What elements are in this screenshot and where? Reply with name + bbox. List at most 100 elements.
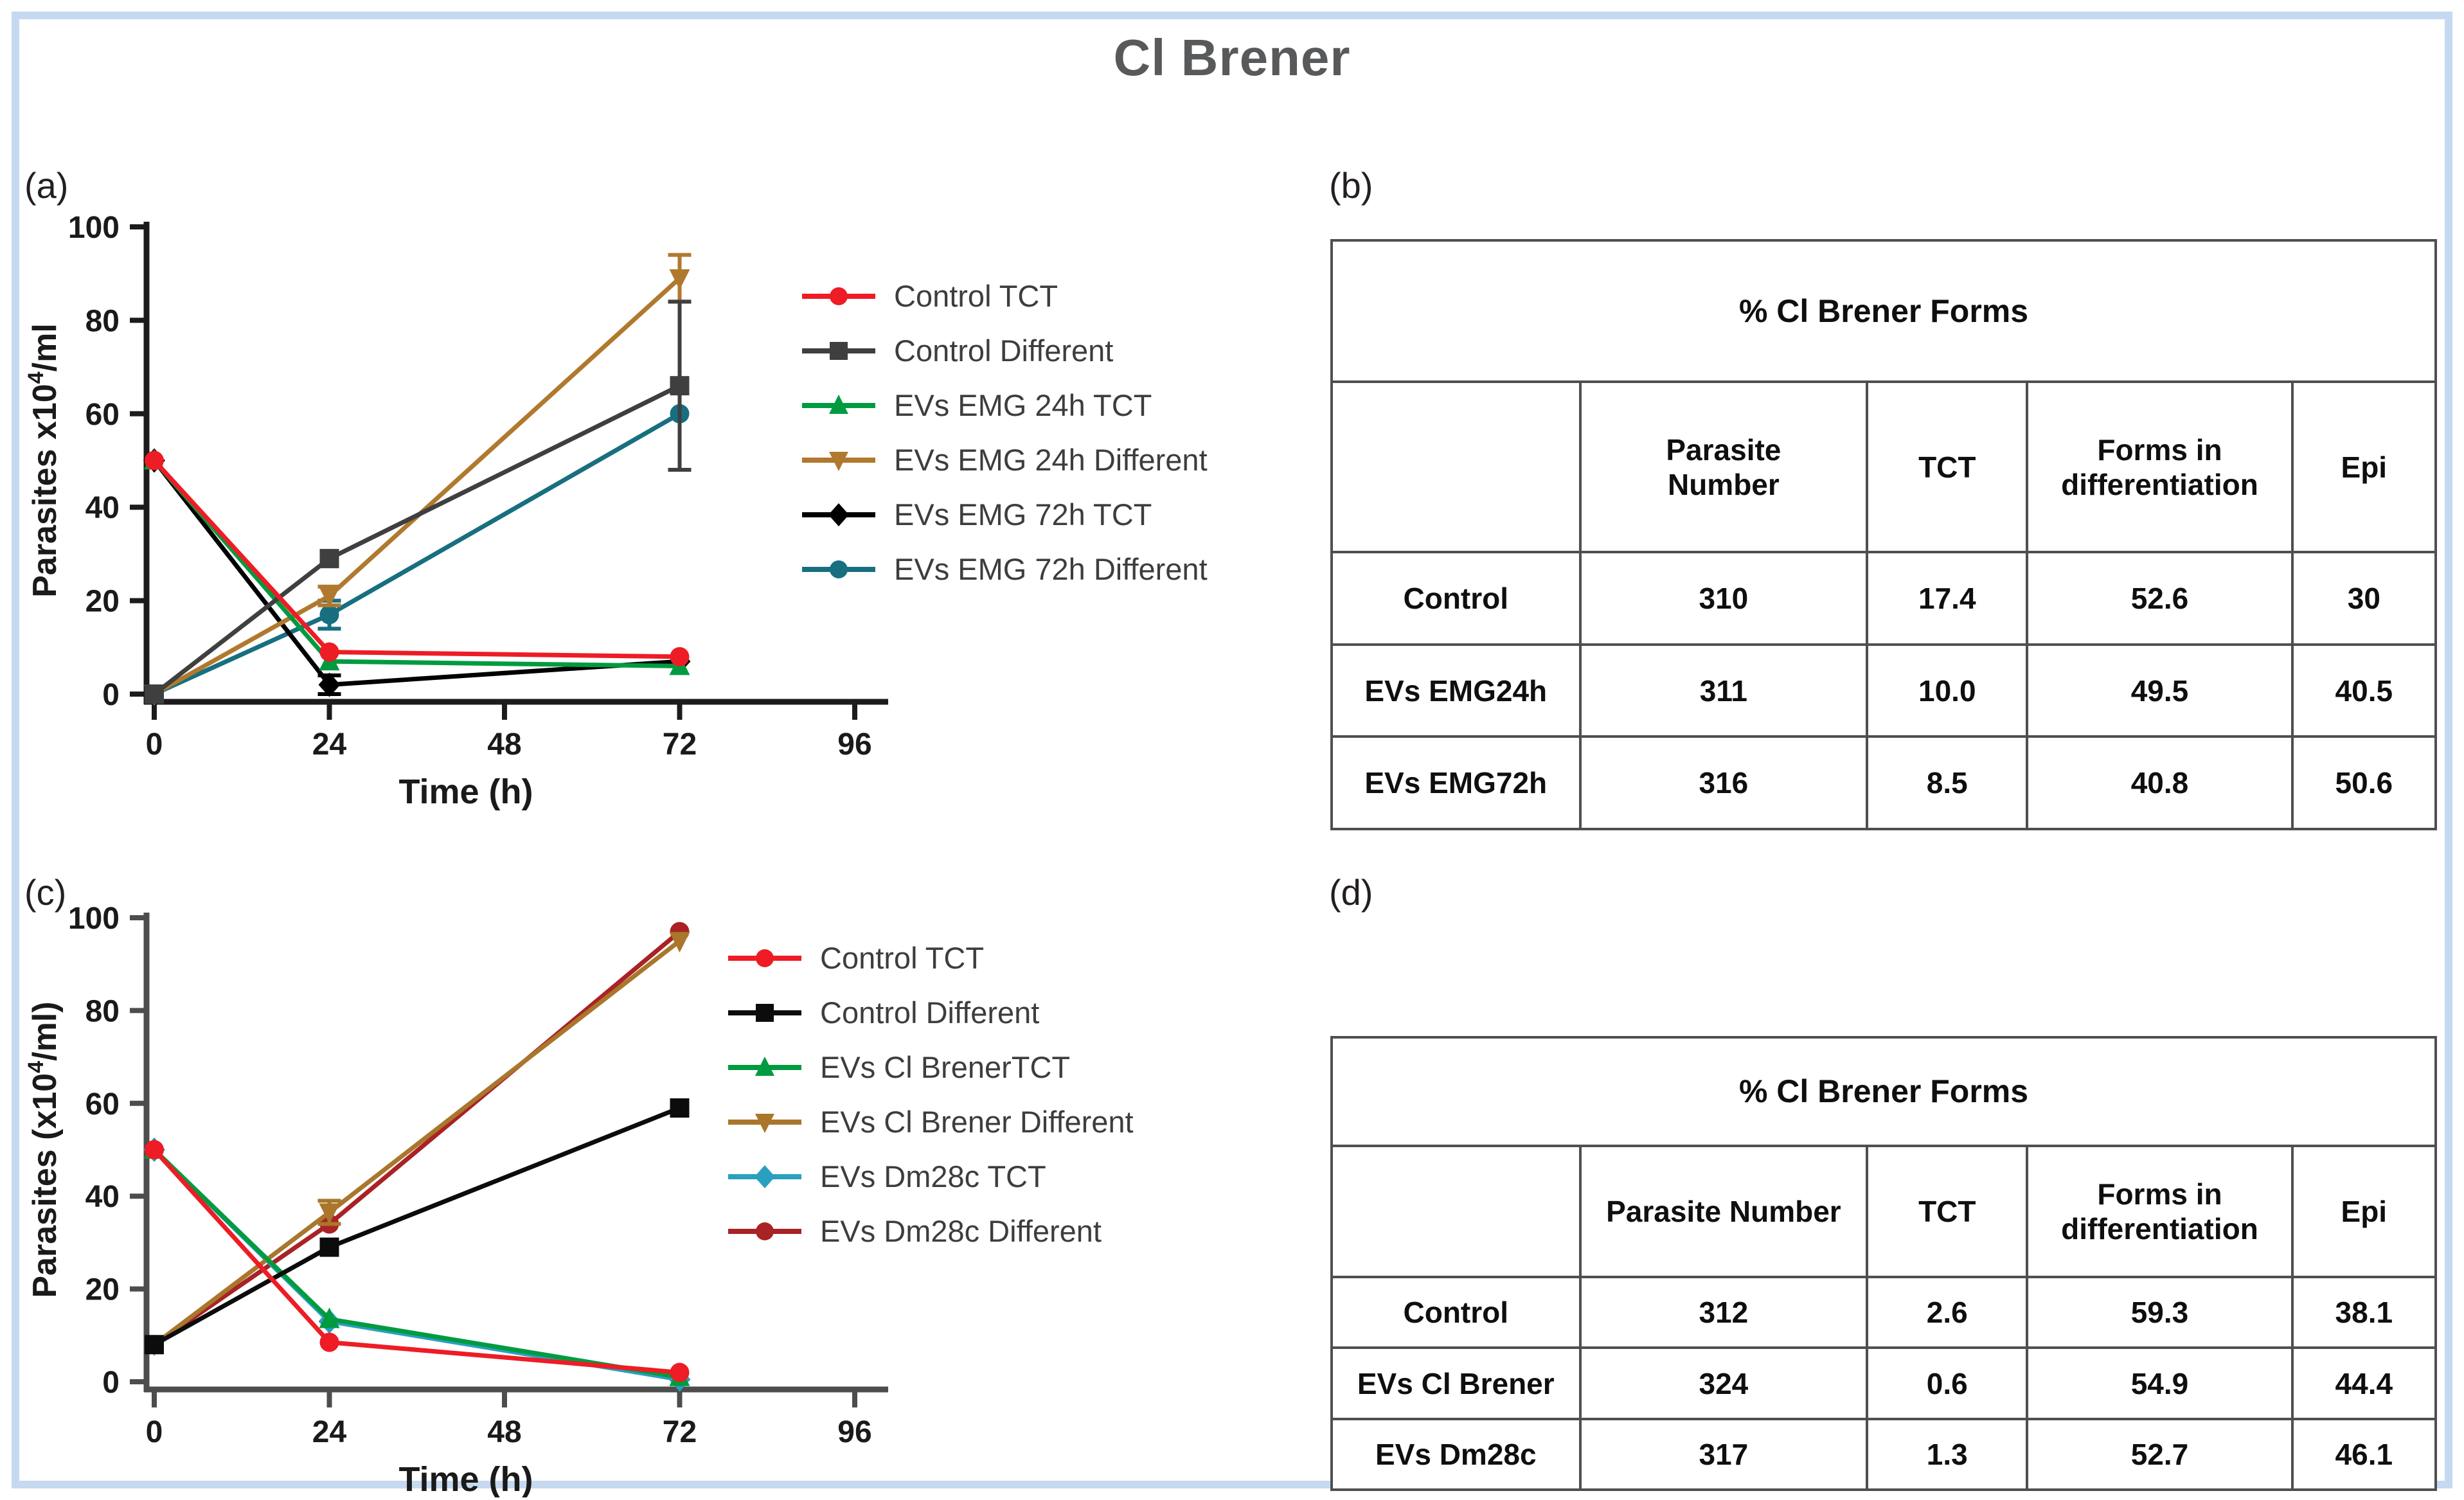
chart-a: 0 20 40 60 80 100 0 24 48 72 96 Time (h) Parasites x… <box>24 211 888 811</box>
legend-label: EVs Dm28c TCT <box>820 1159 1046 1193</box>
row-label: Control <box>1330 551 1582 646</box>
cell-value: 2.6 <box>1866 1276 2029 1350</box>
cell-value: 0.6 <box>1866 1346 2029 1420</box>
legend-chart-c: Control TCT Control Different EVs Cl Brene… <box>726 931 1134 1258</box>
legend-item: EVs EMG 24h Different <box>800 433 1208 487</box>
legend-item: EVs Cl Brener Different <box>726 1094 1134 1149</box>
x-tick-label: 96 <box>837 728 871 762</box>
table-title: % Cl Brener Forms <box>1330 239 2437 383</box>
x-tick-label: 0 <box>146 1415 163 1449</box>
legend-label: Control TCT <box>820 941 985 975</box>
legend-label: EVs EMG 24h TCT <box>894 388 1152 422</box>
table-row: Control 312 2.6 59.3 38.1 <box>1330 1276 2438 1350</box>
series-marker-square <box>670 376 690 396</box>
legend-label: Control Different <box>820 996 1040 1030</box>
y-tick-label: 40 <box>85 1180 120 1214</box>
y-tick-label: 60 <box>85 1087 120 1121</box>
column-header: Forms in differentiation <box>2026 1144 2294 1279</box>
legend-key-icon <box>728 1222 801 1240</box>
panel-label-a: (a) <box>24 165 69 206</box>
column-header: Epi <box>2290 1144 2438 1279</box>
cell-value: 17.4 <box>1866 551 2029 646</box>
y-axis-label: Parasites x104/ml <box>24 323 64 598</box>
y-tick-label: 0 <box>102 1366 120 1400</box>
column-header <box>1330 1144 1582 1279</box>
series-marker-circle <box>145 1140 164 1159</box>
legend-marker-square <box>830 341 848 360</box>
table-title: % Cl Brener Forms <box>1330 1036 2437 1147</box>
table-row: Control 310 17.4 52.6 30 <box>1330 551 2438 646</box>
series-marker-triangle-down <box>669 932 690 953</box>
x-tick-label: 96 <box>837 1415 871 1449</box>
column-header: TCT <box>1866 1144 2029 1279</box>
series-line <box>152 939 681 1347</box>
cell-value: 1.3 <box>1866 1417 2029 1492</box>
row-label: EVs Cl Brener <box>1330 1346 1582 1420</box>
legend-item: Control Different <box>726 985 1134 1040</box>
x-tick-label: 48 <box>487 1415 521 1449</box>
cell-value: 54.9 <box>2026 1346 2294 1420</box>
cell-value: 324 <box>1578 1346 1869 1420</box>
legend-marker-circle <box>756 1222 774 1240</box>
legend-key-icon <box>728 1165 801 1188</box>
x-tick-label: 0 <box>146 728 163 762</box>
cell-value: 52.7 <box>2026 1417 2294 1492</box>
cell-value: 52.6 <box>2026 551 2294 646</box>
legend-key-icon <box>728 1003 801 1022</box>
legend-item: Control TCT <box>800 269 1208 323</box>
legend-label: EVs Cl BrenerTCT <box>820 1050 1071 1084</box>
cell-value: 316 <box>1578 735 1869 830</box>
column-header: TCT <box>1866 380 2029 554</box>
legend-key-icon <box>802 394 875 414</box>
column-header: Epi <box>2290 380 2438 554</box>
legend-key-icon <box>728 949 801 967</box>
table-row: EVs EMG72h 316 8.5 40.8 50.6 <box>1330 735 2438 830</box>
series-marker-circle <box>670 1362 690 1382</box>
column-header <box>1330 380 1582 554</box>
series-marker-square <box>319 549 339 569</box>
legend-marker-triangle-up <box>829 394 848 414</box>
legend-key-icon <box>728 1113 801 1133</box>
series-marker-triangle-up <box>319 1307 340 1328</box>
legend-marker-circle <box>830 287 848 305</box>
legend-key-icon <box>802 287 875 305</box>
cell-value: 311 <box>1578 643 1869 738</box>
table-row: EVs Cl Brener 324 0.6 54.9 44.4 <box>1330 1346 2438 1420</box>
legend-chart-a: Control TCT Control Different EVs EMG 24h … <box>800 269 1208 596</box>
legend-label: EVs Cl Brener Different <box>820 1105 1134 1139</box>
legend-item: EVs Dm28c Different <box>726 1204 1134 1258</box>
legend-marker-triangle-down <box>829 451 848 471</box>
panel-label-b: (b) <box>1329 165 1373 206</box>
legend-item: EVs Cl BrenerTCT <box>726 1040 1134 1094</box>
cell-value: 312 <box>1578 1276 1869 1350</box>
column-header: Parasite Number <box>1578 380 1869 554</box>
y-tick-label: 20 <box>85 585 120 619</box>
legend-marker-square <box>756 1003 774 1022</box>
legend-marker-circle <box>830 560 848 578</box>
y-tick-label: 20 <box>85 1273 120 1307</box>
figure-title: Cl Brener <box>1113 29 1351 86</box>
cell-value: 46.1 <box>2290 1417 2438 1492</box>
cell-value: 49.5 <box>2026 643 2294 738</box>
table-row: EVs Dm28c 317 1.3 52.7 46.1 <box>1330 1417 2438 1492</box>
series-line <box>152 1148 680 1375</box>
table-header-row: Parasite Number TCT Forms in differentiati… <box>1330 380 2438 554</box>
series-marker-triangle-down <box>669 269 690 290</box>
table-header-row: Parasite Number TCT Forms in differentiati… <box>1330 1144 2438 1279</box>
legend-marker-diamond <box>828 503 849 526</box>
legend-label: Control TCT <box>894 279 1058 313</box>
cell-value: 8.5 <box>1866 735 2029 830</box>
series-line <box>152 1148 681 1380</box>
series-marker-square <box>670 1098 690 1118</box>
cell-value: 30 <box>2290 551 2438 646</box>
legend-marker-triangle-down <box>755 1113 774 1133</box>
table-b: % Cl Brener Forms Parasite Number TCT Forms… <box>1330 239 2438 830</box>
x-axis-label: Time (h) <box>398 1460 533 1497</box>
legend-marker-diamond <box>754 1165 775 1188</box>
series-marker-circle <box>319 605 339 625</box>
series-marker-square <box>319 1237 339 1257</box>
cell-value: 40.5 <box>2290 643 2438 738</box>
x-tick-label: 48 <box>487 728 521 762</box>
legend-label: Control Different <box>894 334 1114 368</box>
